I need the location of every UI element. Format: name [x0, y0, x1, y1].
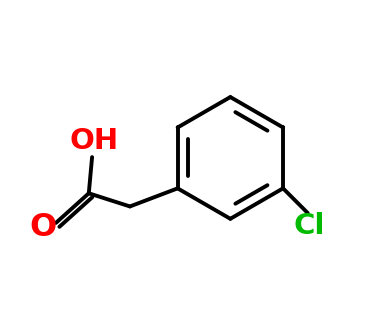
Text: Cl: Cl	[294, 212, 325, 240]
Text: O: O	[30, 212, 57, 243]
Text: OH: OH	[69, 127, 118, 155]
